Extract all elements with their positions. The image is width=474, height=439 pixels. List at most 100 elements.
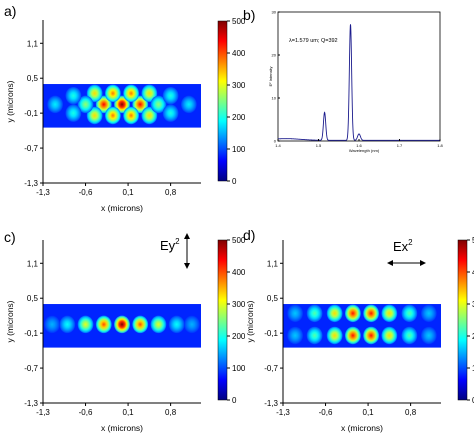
heatmap-field-d <box>283 304 441 348</box>
heatmap-peak <box>183 315 200 334</box>
colorbar-tick-label: 100 <box>232 145 246 154</box>
x-tick-label: -1,3 <box>276 408 290 417</box>
colorbar-tick-label: 0 <box>472 396 474 405</box>
heatmap-peak <box>141 84 158 103</box>
colorbar-tick-label: 0 <box>232 177 237 186</box>
ex-polarization-label: Ex2 <box>393 238 413 254</box>
y-tick-label: -1,3 <box>264 399 278 408</box>
x-tick-label: -0,6 <box>79 408 93 417</box>
colorbar-tick-label: 300 <box>232 300 246 309</box>
spectrum-y-tick-label: 30 <box>272 10 277 15</box>
colorbar-tick-label: 400 <box>232 268 246 277</box>
spectrum-plot-frame <box>277 11 441 142</box>
y-tick-label: -0,1 <box>264 329 278 338</box>
heatmap-peak <box>326 304 343 323</box>
heatmap-peak <box>65 104 82 122</box>
heatmap-peak <box>104 84 121 103</box>
heatmap-peak <box>59 315 76 334</box>
heatmap-peak <box>381 326 398 345</box>
vertical-double-arrow-icon <box>184 233 190 269</box>
heatmap-peak <box>47 95 64 114</box>
colorbar-tick-label: 100 <box>472 364 474 373</box>
x-tick-label: 0,8 <box>405 408 417 417</box>
x-tick-label: 0,1 <box>123 188 135 197</box>
colorbar-tick-label: 200 <box>232 332 246 341</box>
heatmap-peak <box>95 95 112 114</box>
heatmap-peak <box>344 304 361 323</box>
colorbar-tick-label: 500 <box>232 17 246 26</box>
x-tick-label: -0,6 <box>79 188 93 197</box>
y-tick-label: 0,5 <box>267 294 279 303</box>
colorbar <box>217 20 228 182</box>
heatmap-peak <box>363 326 380 345</box>
heatmap-field-a <box>43 84 201 128</box>
ey-polarization-label: Ey2 <box>160 237 180 253</box>
colorbar-tick-label: 100 <box>232 364 246 373</box>
y-tick-label: 0,5 <box>27 74 39 83</box>
y-tick-label: -0,7 <box>24 144 38 153</box>
svg-text:Ey2: Ey2 <box>160 237 180 253</box>
y-tick-label: -0,7 <box>264 364 278 373</box>
heatmap-peak <box>141 106 158 125</box>
y-axis-label: y (microns) <box>5 300 15 342</box>
x-axis-label: x (microns) <box>101 423 143 433</box>
heatmap-peak <box>77 315 94 334</box>
heatmap-peak <box>168 315 185 334</box>
heatmap-peak <box>150 95 167 114</box>
y-tick-label: 1,1 <box>27 259 39 268</box>
heatmap-peak <box>381 304 398 323</box>
colorbar-tick-label: 0 <box>232 396 237 405</box>
ex-label-text: Ex <box>393 239 409 254</box>
heatmap-peak <box>77 95 94 114</box>
y-tick-label: 0,5 <box>27 294 39 303</box>
spectrum-x-tick-label: 1.4 <box>275 143 281 148</box>
panel-label-a: a) <box>4 3 16 19</box>
panel-label-b: b) <box>243 7 255 23</box>
ey-label-superscript: 2 <box>175 237 180 246</box>
heatmap-peak <box>162 86 179 105</box>
spectrum-x-tick-label: 1.8 <box>437 143 443 148</box>
colorbar-tick-label: 400 <box>232 49 246 58</box>
heatmap-field-c <box>43 304 201 348</box>
heatmap-peak <box>401 326 418 345</box>
spectrum-x-tick-label: 1.5 <box>316 143 322 148</box>
heatmap-peak <box>401 304 418 323</box>
heatmap-background <box>283 304 441 348</box>
heatmap-peak <box>114 315 130 334</box>
heatmap-peak <box>180 95 197 114</box>
spectrum-annotation: λ=1.579 um; Q=392 <box>289 38 338 44</box>
ex-label-superscript: 2 <box>408 238 413 247</box>
svg-text:Ex2: Ex2 <box>393 238 413 254</box>
heatmap-peak <box>363 304 380 323</box>
x-tick-label: 0,8 <box>165 188 177 197</box>
y-tick-label: -0,1 <box>24 109 38 118</box>
heatmap-peak <box>306 304 323 323</box>
heatmap-peak <box>150 315 167 334</box>
heatmap-peak <box>420 326 437 345</box>
x-tick-label: -1,3 <box>36 188 50 197</box>
panel-label-d: d) <box>243 227 255 243</box>
heatmap-peak <box>123 84 140 103</box>
heatmap-peak <box>132 315 149 334</box>
heatmap-peak <box>287 326 304 345</box>
heatmap-peak <box>306 326 323 345</box>
x-tick-label: 0,1 <box>123 408 135 417</box>
heatmap-peak <box>65 86 82 105</box>
ey-label-text: Ey <box>160 238 176 253</box>
x-tick-label: 0,1 <box>363 408 375 417</box>
heatmap-peak <box>44 315 61 334</box>
y-tick-label: -0,7 <box>24 364 38 373</box>
heatmap-peak <box>326 326 343 345</box>
colorbar-tick-label: 300 <box>472 300 474 309</box>
heatmap-peak <box>104 106 121 125</box>
heatmap-peak <box>420 304 437 323</box>
x-tick-label: -0,6 <box>319 408 333 417</box>
colorbar-tick-label: 400 <box>472 268 474 277</box>
y-tick-label: -1,3 <box>24 399 38 408</box>
spectrum-y-tick-label: 10 <box>272 96 277 101</box>
colorbar <box>457 239 468 401</box>
y-tick-label: 1,1 <box>267 259 279 268</box>
x-axis-label: x (microns) <box>341 423 383 433</box>
colorbar-tick-label: 500 <box>472 236 474 245</box>
y-axis-label: y (microns) <box>5 80 15 122</box>
